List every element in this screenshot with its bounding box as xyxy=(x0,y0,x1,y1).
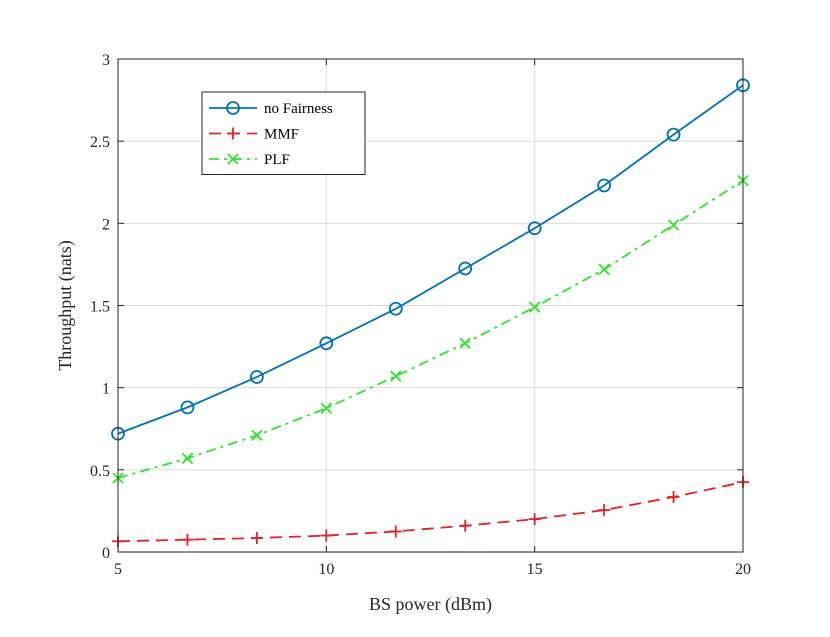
data-point-plf-b xyxy=(320,402,333,414)
data-point-plf xyxy=(251,429,263,442)
x-tick-label: 15 xyxy=(527,561,543,578)
series-mmf xyxy=(112,476,749,548)
legend-label: no Fairness xyxy=(264,101,333,117)
data-point-plf xyxy=(459,337,471,350)
data-point-plf xyxy=(390,370,402,382)
legend-items: no Fairness MMF PLF xyxy=(209,101,333,168)
x-tick-label: 5 xyxy=(114,561,122,578)
legend-swatch-marker xyxy=(226,101,240,115)
data-point-no-fairness xyxy=(180,400,195,415)
data-point-plf xyxy=(667,219,680,231)
data-point-plf-b xyxy=(598,263,610,276)
data-point-plf-b xyxy=(251,429,263,442)
data-point-plf-b xyxy=(181,452,194,465)
data-point-mmf xyxy=(389,525,402,538)
x-tick-label: 10 xyxy=(318,561,334,578)
legend-label: MMF xyxy=(264,127,299,143)
y-tick-label: 0.5 xyxy=(90,463,110,480)
data-point-no-fairness xyxy=(388,301,403,316)
legend-swatch-marker xyxy=(227,127,239,140)
data-point-mmf xyxy=(598,504,611,517)
data-point-plf-b xyxy=(528,301,541,313)
data-point-no-fairness xyxy=(527,221,542,236)
series-no-fairness xyxy=(111,78,750,441)
y-tick-label: 2.5 xyxy=(90,134,110,151)
y-axis-label: Throughput (nats) xyxy=(55,240,76,370)
data-point-no-fairness xyxy=(597,178,612,193)
data-point-mmf xyxy=(250,532,263,545)
y-tick-label: 2 xyxy=(102,216,110,233)
data-point-mmf xyxy=(528,513,541,526)
data-point-no-fairness xyxy=(319,336,334,351)
data-point-mmf xyxy=(181,533,194,546)
data-point-plf xyxy=(320,402,333,414)
ticks: 5 10 15 20 0 0.5 1 1.5 2 2.5 3 xyxy=(90,52,751,578)
data-point-plf-b xyxy=(667,219,680,231)
series-line-plf xyxy=(117,179,744,479)
data-point-plf xyxy=(598,263,610,276)
x-axis-label: BS power (dBm) xyxy=(369,594,492,615)
data-point-no-fairness xyxy=(666,127,681,142)
legend: no Fairness MMF PLF xyxy=(201,91,366,175)
legend-item-plf: PLF xyxy=(209,152,290,168)
series-layer xyxy=(111,78,750,548)
legend-item-mmf: MMF xyxy=(209,127,299,143)
legend-swatch-marker-b xyxy=(227,153,239,165)
data-point-mmf xyxy=(320,529,333,542)
data-point-mmf xyxy=(667,490,680,503)
data-point-mmf xyxy=(459,519,472,532)
data-point-plf xyxy=(181,452,194,465)
data-point-no-fairness xyxy=(249,370,264,384)
series-line-mmf xyxy=(117,481,744,543)
data-point-plf-b xyxy=(459,337,471,350)
x-tick-label: 20 xyxy=(735,561,751,578)
legend-item-no-fairness: no Fairness xyxy=(209,101,333,117)
data-point-plf-b xyxy=(390,370,402,382)
data-point-no-fairness xyxy=(458,261,473,276)
series-plf xyxy=(112,174,749,484)
y-tick-label: 0 xyxy=(102,545,110,562)
data-point-plf xyxy=(528,301,541,313)
y-tick-label: 3 xyxy=(102,52,110,69)
legend-swatch-marker xyxy=(227,153,239,165)
legend-label: PLF xyxy=(264,152,290,168)
series-line-no-fairness xyxy=(117,84,744,435)
y-tick-label: 1 xyxy=(102,381,110,398)
y-tick-label: 1.5 xyxy=(90,299,110,316)
